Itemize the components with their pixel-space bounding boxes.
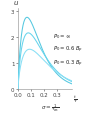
Text: $P_0=0.6\ B_p$: $P_0=0.6\ B_p$ [53,45,83,55]
Text: $\frac{t}{\tau}$: $\frac{t}{\tau}$ [72,93,77,104]
Text: $\sigma = \frac{1}{\tau_{ws}}$: $\sigma = \frac{1}{\tau_{ws}}$ [41,101,59,113]
Text: $P_0=\infty$: $P_0=\infty$ [53,32,71,41]
Text: $P_0=0.3\ B_p$: $P_0=0.3\ B_p$ [53,58,83,68]
Text: $\hat{u}$: $\hat{u}$ [13,0,19,8]
